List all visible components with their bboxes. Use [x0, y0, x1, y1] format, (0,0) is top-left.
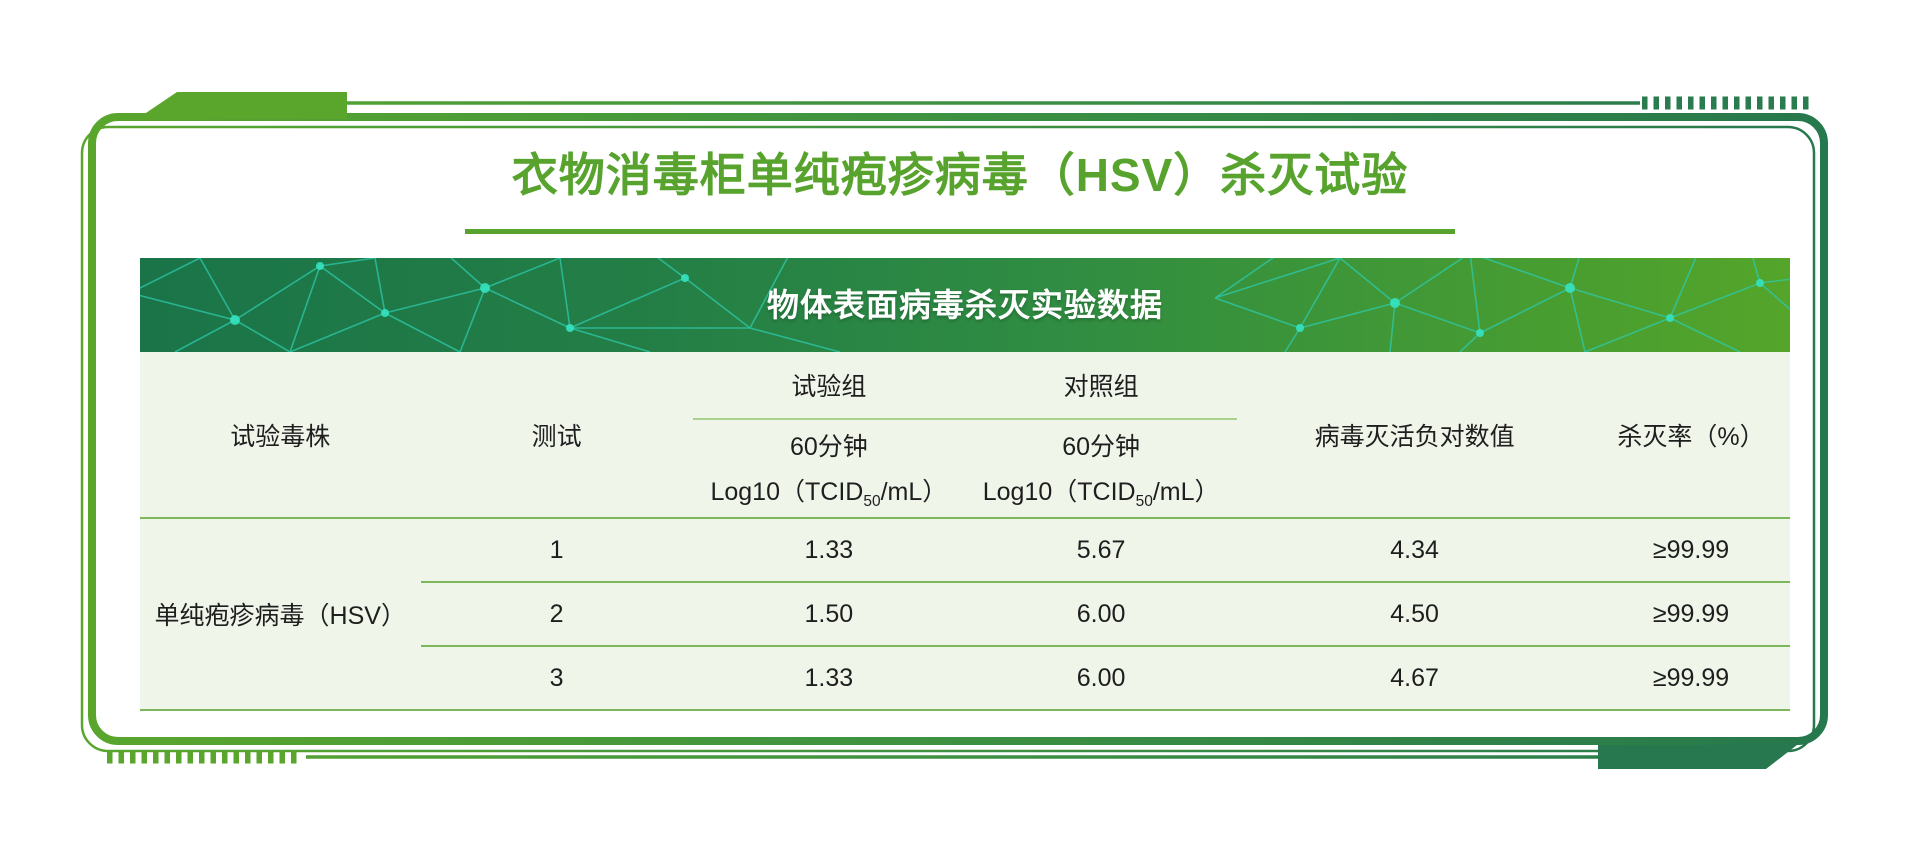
test-group-value-cell: 1.33 — [692, 517, 965, 582]
frame-echo-line — [80, 125, 1816, 753]
kill-rate-value-cell: ≥99.99 — [1592, 645, 1790, 711]
header-control-group: 对照组 — [965, 352, 1238, 420]
control-group-value-cell: 5.67 — [965, 517, 1238, 582]
header-test: 测试 — [531, 422, 582, 451]
subheader-test-group: 60分钟 Log10（TCID50/mL） — [693, 419, 965, 518]
section-banner: 物体表面病毒杀灭实验数据 — [140, 258, 1790, 352]
test-number-cell: 2 — [420, 581, 693, 646]
page-title: 衣物消毒柜单纯疱疹病毒（HSV）杀灭试验 — [511, 149, 1409, 201]
control-group-value-cell: 6.00 — [965, 581, 1238, 646]
subheader-time: 60分钟 — [789, 432, 868, 461]
header-kill-rate: 杀灭率（%） — [1617, 422, 1765, 451]
header-strain: 试验毒株 — [230, 422, 331, 451]
log-reduction-value-cell: 4.67 — [1237, 645, 1592, 711]
frame-outer-border — [88, 113, 1828, 745]
test-number-cell: 1 — [420, 517, 693, 582]
network-mesh-left-nodes — [230, 262, 689, 332]
subheader-unit: Log10（TCID50/mL） — [710, 477, 948, 510]
control-group-value-cell: 6.00 — [965, 645, 1238, 711]
header-log-reduction: 病毒灭活负对数值 — [1314, 422, 1515, 451]
banner-title: 物体表面病毒杀灭实验数据 — [766, 287, 1163, 323]
table-row: 2 1.50 6.00 4.50 ≥99.99 — [140, 581, 1790, 646]
test-number-cell: 3 — [420, 645, 693, 711]
table-row: 单纯疱疹病毒（HSV） 1 1.33 5.67 4.34 ≥99.99 — [140, 517, 1790, 711]
test-group-value-cell: 1.33 — [692, 645, 965, 711]
log-reduction-value-cell: 4.34 — [1237, 517, 1592, 582]
subheader-unit: Log10（TCID50/mL） — [982, 477, 1220, 510]
network-mesh-right-nodes — [1296, 279, 1764, 337]
strain-name-cell: 单纯疱疹病毒（HSV） — [140, 517, 421, 711]
subheader-control-group: 60分钟 Log10（TCID50/mL） — [965, 419, 1237, 518]
corner-accent-top-left — [137, 92, 347, 119]
header-test-group: 试验组 — [692, 352, 965, 420]
results-table: 试验毒株 测试 试验组 对照组 病毒灭活负对数值 杀灭率（%） 60分钟 Log… — [140, 352, 1790, 711]
corner-accent-bottom-right — [1598, 745, 1797, 769]
network-mesh-decoration — [140, 258, 1790, 352]
subheader-time: 60分钟 — [1062, 432, 1141, 461]
table-row: 3 1.33 6.00 4.67 ≥99.99 — [140, 645, 1790, 711]
test-group-value-cell: 1.50 — [692, 581, 965, 646]
log-reduction-value-cell: 4.50 — [1237, 581, 1592, 646]
title-underline — [465, 229, 1455, 234]
kill-rate-value-cell: ≥99.99 — [1592, 581, 1790, 646]
kill-rate-value-cell: ≥99.99 — [1592, 517, 1790, 582]
